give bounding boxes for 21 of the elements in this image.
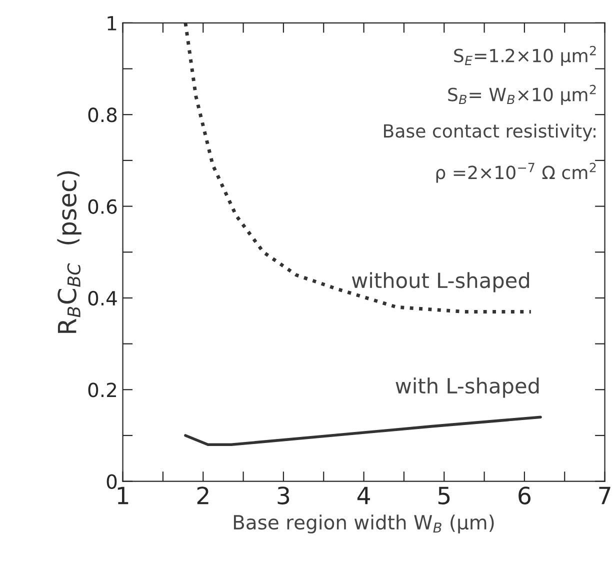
y-axis-title: R$_{B}$C$_{BC}$ (psec) xyxy=(57,171,82,333)
series-label: without L-shaped xyxy=(352,272,529,292)
y-tick-label: 0 xyxy=(106,474,117,489)
y-tick-label: 1 xyxy=(108,16,116,30)
x-tick-label: 7 xyxy=(599,486,610,504)
y-tick-label: 0.4 xyxy=(88,290,117,306)
x-tick-label: 5 xyxy=(438,486,450,504)
annotation: S$_{E}$=1.2×10 μm$^{2}$ xyxy=(454,46,596,66)
x-tick-label: 1 xyxy=(118,486,128,504)
x-axis-title: Base region width W$_{B}$ (μm) xyxy=(234,514,494,534)
annotation: Base contact resistivity: xyxy=(384,124,596,142)
x-tick-label: 3 xyxy=(278,486,290,504)
x-tick-label: 6 xyxy=(518,486,530,504)
x-tick-label: 4 xyxy=(357,486,370,504)
y-tick-label: 0.2 xyxy=(88,382,116,398)
series-label: with L-shaped xyxy=(396,378,539,398)
y-tick-label: 0.8 xyxy=(88,108,117,122)
x-tick-label: 2 xyxy=(197,486,208,504)
annotation: ρ =2×10$^{−7}$ Ω cm$^{2}$ xyxy=(436,162,596,183)
y-tick-label: 0.6 xyxy=(88,199,117,214)
annotation: S$_{B}$= W$_{B}$×10 μm$^{2}$ xyxy=(448,84,596,105)
